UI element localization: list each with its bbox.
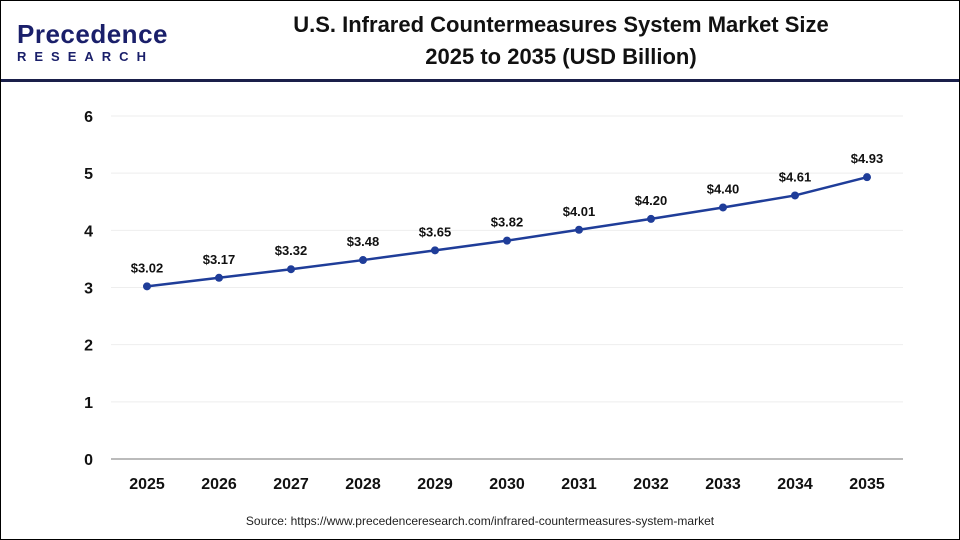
x-tick-label: 2034: [777, 476, 813, 493]
data-label: $3.02: [131, 260, 164, 275]
source-note: Source: https://www.precedenceresearch.c…: [245, 514, 715, 528]
data-point: [575, 225, 583, 234]
series-line: [146, 175, 868, 288]
x-tick-label: 2033: [705, 476, 741, 493]
x-tick-label: 2032: [633, 476, 669, 493]
data-point: [647, 214, 655, 223]
data-point: [791, 191, 799, 200]
data-label: $4.20: [635, 193, 668, 208]
data-label: $4.93: [851, 151, 884, 166]
data-point: [863, 173, 871, 182]
data-label: $4.40: [707, 181, 740, 196]
data-point: [431, 246, 439, 255]
y-tick-label: 2: [84, 338, 93, 355]
data-point: [287, 265, 295, 274]
logo-line2: RESEARCH: [17, 49, 154, 64]
x-tick-label: 2028: [345, 476, 381, 493]
chart-title: U.S. Infrared Countermeasures System Mar…: [251, 9, 871, 73]
logo: Precedence RESEARCH: [17, 21, 168, 64]
data-point: [503, 236, 511, 245]
data-point: [719, 203, 727, 212]
title-line1: U.S. Infrared Countermeasures System Mar…: [293, 12, 829, 37]
x-tick-label: 2031: [561, 476, 597, 493]
title-line2: 2025 to 2035 (USD Billion): [425, 44, 697, 69]
data-label: $3.48: [347, 234, 380, 249]
y-tick-label: 4: [84, 223, 93, 240]
x-tick-label: 2027: [273, 476, 309, 493]
y-tick-label: 3: [84, 281, 93, 298]
x-tick-label: 2029: [417, 476, 453, 493]
x-tick-label: 2035: [849, 476, 885, 493]
x-tick-label: 2030: [489, 476, 525, 493]
y-tick-label: 6: [84, 109, 93, 126]
data-label: $4.01: [563, 204, 596, 219]
data-label: $3.65: [419, 224, 452, 239]
data-label: $3.82: [491, 215, 524, 230]
data-label: $4.61: [779, 169, 812, 184]
data-point: [143, 282, 151, 291]
data-label: $3.32: [275, 243, 308, 258]
header: Precedence RESEARCH U.S. Infrared Counte…: [1, 1, 959, 82]
y-tick-label: 5: [84, 166, 93, 183]
logo-line1: Precedence: [17, 19, 168, 49]
y-tick-label: 1: [84, 395, 93, 412]
x-tick-label: 2026: [201, 476, 237, 493]
data-point: [215, 273, 223, 282]
y-tick-label: 0: [84, 452, 93, 469]
x-tick-label: 2025: [129, 476, 165, 493]
data-point: [359, 256, 367, 265]
data-label: $3.17: [203, 252, 236, 267]
